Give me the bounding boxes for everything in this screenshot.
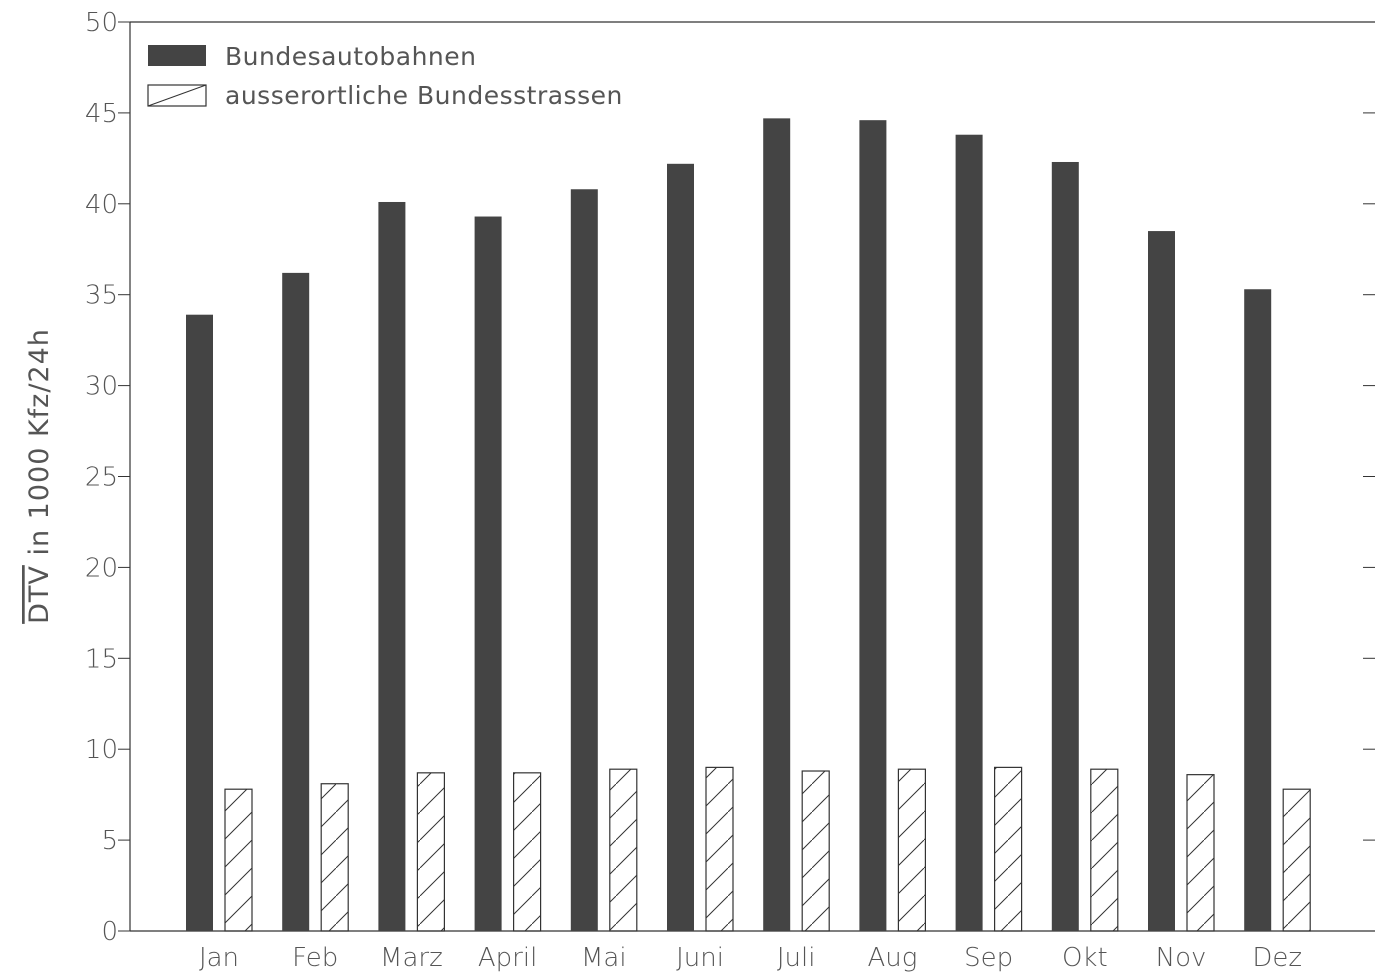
legend-swatch-solid bbox=[148, 45, 206, 66]
y-axis-label-dtv: DTV bbox=[24, 565, 55, 624]
x-tick-label-0: Jan bbox=[199, 943, 239, 973]
bar-bundesstrasse-juli bbox=[801, 770, 830, 932]
x-axis-tick-labels: Jan Feb Marz April Mai Juni Juli Aug Sep Okt Nov De… bbox=[199, 943, 1302, 973]
x-tick-label-6: Juli bbox=[777, 943, 816, 973]
y-axis-label-unit: in 1000 Kfz/24h bbox=[24, 328, 55, 565]
bar-bundesstrasse-nov bbox=[1186, 774, 1215, 932]
y-axis-label: DTV in 1000 Kfz/24h bbox=[24, 328, 55, 624]
y-tick-label-4: 20 bbox=[85, 553, 118, 583]
bar-bundesstrasse-aug bbox=[897, 768, 927, 932]
bar-autobahn-marz bbox=[378, 201, 406, 931]
x-tick-label-1: Feb bbox=[292, 943, 338, 973]
x-tick-label-9: Okt bbox=[1062, 943, 1108, 973]
y-tick-label-7: 35 bbox=[85, 281, 118, 311]
x-tick-label-3: April bbox=[478, 943, 537, 973]
bar-bundesstrasse-sep bbox=[993, 766, 1023, 932]
bar-bundesstrasse-okt bbox=[1090, 768, 1119, 932]
legend-swatch-hatch-line bbox=[147, 84, 207, 107]
legend: Bundesautobahnen ausserortliche Bundesst… bbox=[147, 42, 623, 110]
x-tick-label-10: Nov bbox=[1156, 943, 1207, 973]
x-tick-label-11: Dez bbox=[1252, 943, 1302, 973]
y-tick-label-8: 40 bbox=[85, 190, 118, 220]
x-tick-label-5: Juni bbox=[676, 943, 724, 973]
right-axis-ticks bbox=[1363, 112, 1375, 841]
bar-bundesstrasse-april bbox=[512, 772, 542, 932]
y-tick-label-3: 15 bbox=[85, 644, 118, 674]
bar-bundesstrasse-mai bbox=[609, 768, 638, 932]
bar-autobahn-aug bbox=[859, 120, 887, 931]
bar-autobahn-jan bbox=[186, 314, 213, 931]
bar-autobahn-feb bbox=[282, 272, 310, 931]
y-tick-label-5: 25 bbox=[85, 463, 118, 493]
bar-autobahn-juni bbox=[667, 163, 694, 931]
bar-autobahn-nov bbox=[1148, 231, 1175, 931]
y-axis-ticks: 0 5 10 15 20 25 30 35 40 45 50 bbox=[85, 8, 130, 947]
y-tick-label-9: 45 bbox=[85, 99, 118, 129]
bar-autobahn-mai bbox=[570, 189, 598, 932]
y-tick-label-1: 5 bbox=[101, 826, 118, 856]
y-tick-label-6: 30 bbox=[85, 372, 118, 402]
bar-autobahn-okt bbox=[1051, 161, 1079, 932]
y-tick-label-10: 50 bbox=[85, 8, 118, 38]
bar-series bbox=[186, 118, 1311, 932]
bar-bundesstrasse-marz bbox=[416, 772, 445, 932]
bar-bundesstrasse-feb bbox=[320, 783, 349, 932]
bar-autobahn-juli bbox=[763, 118, 791, 931]
x-tick-label-2: Marz bbox=[380, 943, 443, 973]
y-tick-label-2: 10 bbox=[85, 735, 118, 765]
legend-label-series-2: ausserortliche Bundesstrassen bbox=[225, 81, 623, 110]
x-tick-label-8: Sep bbox=[964, 943, 1013, 973]
bar-bundesstrasse-juni bbox=[705, 766, 734, 932]
bar-autobahn-dez bbox=[1244, 289, 1272, 932]
legend-label-series-1: Bundesautobahnen bbox=[225, 42, 476, 71]
bar-bundesstrasse-dez bbox=[1282, 788, 1311, 932]
x-tick-label-4: Mai bbox=[581, 943, 627, 973]
bar-bundesstrasse-jan bbox=[224, 788, 253, 932]
x-tick-label-7: Aug bbox=[867, 943, 917, 973]
bar-autobahn-april bbox=[474, 216, 502, 931]
y-tick-label-0: 0 bbox=[101, 917, 118, 947]
svg-text:DTV in 1000 Kfz/24h: DTV in 1000 Kfz/24h bbox=[24, 328, 55, 624]
bar-autobahn-sep bbox=[955, 134, 983, 931]
